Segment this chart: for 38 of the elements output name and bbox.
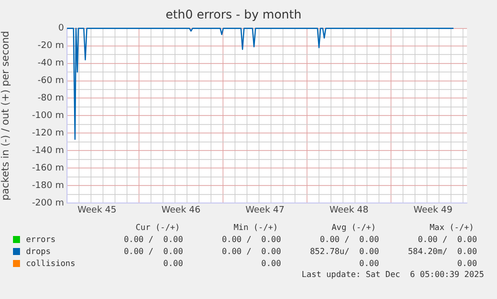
text: 852.78u/ 0.00 — [310, 245, 379, 257]
y-axis-title: packets in (-) / out (+) per second — [0, 30, 12, 201]
text: 0.00 / 0.00 — [320, 233, 379, 245]
text: 0.00 — [261, 257, 281, 269]
y-tick-label: -200 m — [32, 198, 64, 208]
x-tick-label: Week 49 — [414, 206, 453, 216]
legend-label: drops — [26, 245, 51, 257]
text: 0.00 — [359, 257, 379, 269]
y-tick-label: -100 m — [32, 111, 64, 122]
x-tick-label: Week 47 — [246, 206, 284, 216]
text: 0.00 / 0.00 — [418, 233, 477, 245]
x-tick-label: Week 46 — [162, 206, 201, 216]
legend-label: collisions — [26, 257, 76, 269]
y-tick-label: -140 m — [32, 146, 64, 156]
text: 0.00 — [163, 257, 183, 269]
legend-label: errors — [26, 233, 56, 245]
y-tick-label: -80 m — [38, 94, 64, 104]
y-tick-label: -120 m — [32, 128, 64, 139]
y-tick-label: -160 m — [32, 163, 64, 174]
text: 0.00 / 0.00 — [124, 245, 183, 257]
text: Max (-/+) — [430, 221, 474, 233]
y-tick-label: -40 m — [38, 58, 64, 69]
text: 0.00 / 0.00 — [124, 233, 183, 245]
x-tick-label: Week 48 — [330, 206, 369, 216]
text: Cur (-/+) — [136, 221, 180, 233]
text: Min (-/+) — [234, 221, 278, 233]
y-tick-label: -180 m — [32, 180, 64, 191]
y-tick-label: 0 — [58, 24, 64, 34]
text: 0.00 / 0.00 — [222, 245, 281, 257]
text: 584.20m/ 0.00 — [408, 245, 477, 257]
text: 0.00 / 0.00 — [222, 233, 281, 245]
x-tick-label: Week 45 — [78, 206, 116, 216]
y-tick-label: -60 m — [38, 76, 64, 86]
text: Last update: Sat Dec 6 05:00:39 2025 — [302, 268, 484, 280]
y-tick-label: -20 m — [38, 41, 64, 52]
chart-title: eth0 errors - by month — [166, 7, 302, 22]
text: Avg (-/+) — [332, 221, 376, 233]
text: 0.00 — [457, 257, 477, 269]
